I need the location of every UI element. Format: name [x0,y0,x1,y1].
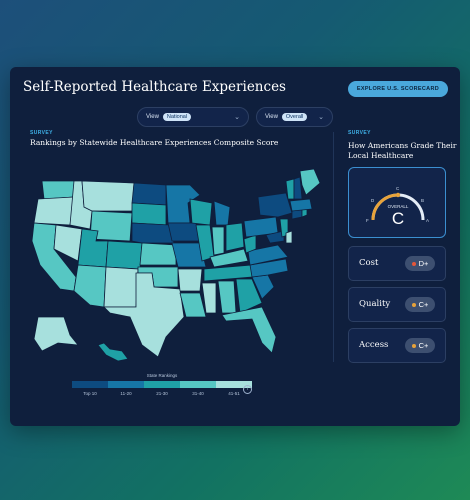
state-fl [221,306,277,354]
state-md [265,230,285,244]
state-az [73,264,107,308]
state-oh [225,222,245,252]
scale-b: B [421,198,424,203]
state-wi [189,198,213,226]
state-ar [177,268,203,292]
scale-d: D [371,198,375,203]
state-tx [103,272,185,358]
info-icon[interactable]: i [243,385,252,394]
view-scope-value: National [162,113,192,121]
state-co [105,240,143,270]
state-mo [171,242,207,268]
legend-swatch [144,381,180,388]
grade-row-cost[interactable]: Cost D+ [348,246,446,281]
overall-gauge-marker [395,192,401,198]
grade-row-label: Access [359,340,389,350]
state-nd [131,182,167,206]
chevron-down-icon: ⌄ [234,114,240,121]
state-ky [209,248,249,268]
grade-badge: C+ [405,297,435,312]
state-ia [167,222,201,242]
status-dot-icon [411,302,416,307]
healthcare-dashboard-card: Self-Reported Healthcare Experiences EXP… [10,67,460,426]
state-nc [249,258,289,278]
legend-color-bar [72,381,252,388]
state-me [299,168,321,196]
state-ga [235,278,263,314]
grade-row-label: Quality [359,299,391,309]
overall-gauge-fill [371,193,399,221]
explore-scorecard-button[interactable]: EXPLORE U.S. SCORECARD [347,81,448,97]
legend-swatch [72,381,108,388]
legend-title: State Rankings [146,373,178,378]
state-ne [131,222,175,244]
legend-label: 31-40 [192,391,204,396]
overall-grade-value: C [392,209,404,228]
legend-swatch [180,381,216,388]
legend-label: 11-20 [120,391,132,396]
state-in [211,226,225,256]
grade-section-title: How Americans Grade Their Local Healthca… [348,141,458,161]
state-de [285,230,293,244]
grade-badge-value: C+ [418,341,429,350]
state-ma [289,198,313,212]
state-wy [89,210,133,242]
state-ak [33,316,79,352]
scale-a: A [426,218,429,223]
overall-label: OVERALL [388,204,409,209]
overall-grade-card[interactable]: F D C B A OVERALL C [348,167,446,238]
grade-badge-value: C+ [418,300,429,309]
state-mt [81,180,135,212]
view-metric-value: Overall [281,113,308,121]
view-metric-prefix: View [265,114,278,120]
state-mi [213,200,231,226]
grade-section-tag: SURVEY [348,130,371,136]
grade-row-quality[interactable]: Quality C+ [348,287,446,322]
legend-swatch [216,381,252,388]
chevron-down-icon: ⌄ [318,114,324,121]
legend-swatch [108,381,144,388]
status-dot-icon [411,343,416,348]
state-nv [53,224,83,262]
view-scope-select[interactable]: View National ⌄ [137,107,249,127]
map-legend: State Rankings Top 10 11-20 21-30 31-40 … [72,373,252,396]
view-metric-select[interactable]: View Overall ⌄ [256,107,333,127]
scale-f: F [366,218,369,223]
legend-label: Top 10 [83,391,97,396]
state-or [33,196,75,226]
scale-c: C [396,186,400,191]
grade-badge: D+ [405,256,435,271]
view-scope-prefix: View [146,114,159,120]
legend-label: 21-30 [156,391,168,396]
map-section-tag: SURVEY [30,130,53,136]
grade-row-label: Cost [359,258,379,268]
grade-row-access[interactable]: Access C+ [348,328,446,363]
legend-labels: Top 10 11-20 21-30 31-40 41-51 [72,391,252,396]
column-divider [333,132,334,362]
state-hi [97,342,129,362]
state-nh [293,176,303,200]
status-dot-icon [411,261,416,266]
map-section-title: Rankings by Statewide Healthcare Experie… [30,138,279,147]
grade-section-title-line2: Local Healthcare [348,151,414,160]
state-nm [103,266,139,308]
state-sd [131,202,167,226]
us-state-map[interactable] [30,167,321,372]
state-ks [139,242,177,266]
grade-section-title-line1: How Americans Grade Their [348,141,457,150]
page-title: Self-Reported Healthcare Experiences [23,79,286,95]
state-ny [257,192,293,218]
grade-badge: C+ [405,338,435,353]
state-la [179,292,207,318]
state-ms [201,282,217,314]
state-va [247,244,289,266]
grade-badge-value: D+ [418,259,429,268]
state-al [217,280,237,314]
legend-label: 41-51 [228,391,240,396]
state-wa [41,180,75,200]
